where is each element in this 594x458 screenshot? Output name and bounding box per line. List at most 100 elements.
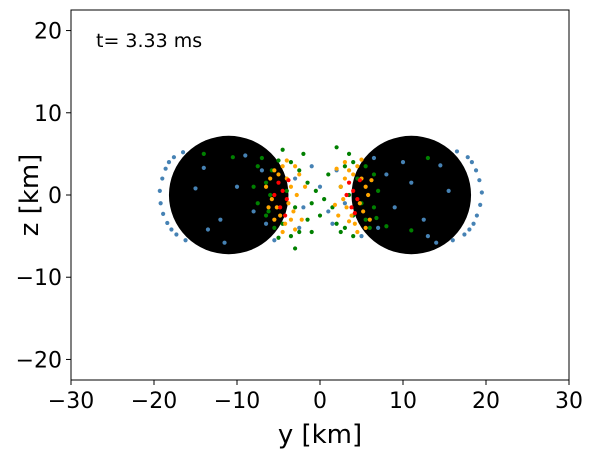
point-s0-47 (384, 172, 389, 177)
point-s1-32 (346, 151, 352, 156)
y-tick-label-0: −20 (16, 348, 62, 373)
x-tick-label-6: 30 (555, 389, 583, 414)
point-s0-55 (222, 240, 227, 245)
point-s2-23 (293, 227, 298, 232)
point-s2-12 (291, 209, 296, 214)
point-s0-12 (201, 165, 206, 170)
point-s3-5 (283, 213, 288, 218)
point-s2-14 (297, 172, 302, 177)
point-s1-18 (272, 225, 277, 230)
point-s0-10 (180, 150, 186, 155)
point-s2-7 (269, 197, 274, 202)
point-s1-33 (351, 160, 356, 165)
point-s1-41 (351, 234, 356, 239)
point-s1-42 (342, 225, 347, 230)
point-s2-28 (355, 164, 360, 169)
point-s2-27 (351, 172, 356, 177)
point-s0-36 (478, 202, 483, 207)
point-s0-11 (183, 238, 188, 243)
point-s2-37 (366, 192, 371, 198)
point-s1-36 (363, 217, 368, 222)
y-axis: −20 −10 0 10 20 (16, 20, 71, 373)
point-s0-37 (474, 213, 479, 218)
point-s0-45 (400, 160, 406, 165)
point-s0-35 (465, 155, 470, 160)
point-s1-27 (326, 172, 331, 177)
point-s2-36 (361, 209, 366, 214)
point-s1-20 (255, 201, 260, 206)
point-s0-9 (174, 232, 179, 237)
point-s1-47 (374, 215, 379, 221)
point-s0-54 (434, 240, 439, 245)
y-tick-label-2: 0 (48, 184, 62, 209)
density-body (168, 135, 472, 255)
point-s2-13 (294, 192, 299, 198)
point-s0-26 (326, 209, 331, 214)
point-s0-28 (330, 221, 335, 226)
point-s3-2 (284, 197, 289, 202)
point-s2-34 (352, 221, 357, 226)
point-s0-49 (425, 234, 430, 239)
point-s2-45 (332, 202, 338, 207)
point-s2-41 (336, 213, 341, 218)
point-s1-13 (309, 201, 314, 206)
point-s1-14 (305, 217, 310, 222)
point-s2-8 (274, 205, 279, 210)
point-s3-0 (276, 180, 281, 185)
point-s0-13 (218, 217, 223, 222)
point-s0-25 (317, 184, 323, 189)
point-s3-8 (351, 188, 356, 193)
point-s2-9 (278, 213, 283, 218)
point-s1-29 (334, 221, 339, 226)
point-s2-40 (346, 219, 352, 224)
point-s2-42 (369, 178, 374, 183)
point-s1-23 (284, 188, 289, 193)
point-s0-46 (392, 205, 397, 210)
point-s1-48 (384, 224, 389, 229)
point-s0-21 (272, 238, 277, 243)
point-s2-11 (286, 201, 291, 206)
point-s3-6 (272, 192, 277, 198)
x-tick-label-1: −20 (131, 389, 177, 414)
point-s0-53 (359, 234, 364, 239)
point-s2-46 (363, 225, 368, 230)
point-s0-4 (171, 155, 177, 160)
point-s1-5 (266, 209, 271, 214)
point-s1-52 (309, 229, 314, 235)
point-s1-0 (201, 151, 206, 156)
point-s1-25 (313, 188, 318, 193)
point-s0-38 (471, 221, 476, 226)
point-s0-3 (166, 160, 172, 165)
point-s3-13 (352, 210, 357, 216)
y-axis-label: z [km] (15, 154, 45, 237)
point-s0-31 (479, 190, 484, 195)
point-s1-50 (425, 155, 430, 161)
point-s1-31 (342, 164, 347, 169)
point-s1-15 (297, 229, 302, 235)
point-s3-12 (344, 192, 349, 198)
point-s1-38 (371, 172, 377, 177)
point-s1-7 (276, 158, 281, 163)
point-s2-2 (272, 168, 277, 173)
point-s2-6 (288, 184, 294, 189)
point-s0-32 (477, 178, 482, 183)
point-s0-18 (234, 184, 240, 189)
point-s0-40 (462, 232, 467, 237)
point-s2-18 (272, 217, 277, 222)
point-s2-1 (268, 176, 273, 181)
point-s1-30 (338, 229, 343, 235)
point-s2-22 (284, 158, 289, 163)
point-s1-10 (297, 168, 302, 173)
point-s0-0 (157, 188, 162, 193)
point-s2-31 (341, 197, 346, 202)
point-s2-21 (302, 184, 308, 189)
point-s3-1 (280, 188, 285, 193)
point-s2-39 (355, 229, 360, 235)
point-s0-6 (161, 211, 166, 217)
point-s1-21 (251, 184, 256, 189)
point-s0-41 (454, 149, 460, 154)
point-s0-24 (309, 164, 314, 169)
point-s3-4 (286, 178, 291, 183)
point-s2-47 (342, 160, 347, 165)
point-s3-11 (357, 178, 362, 183)
